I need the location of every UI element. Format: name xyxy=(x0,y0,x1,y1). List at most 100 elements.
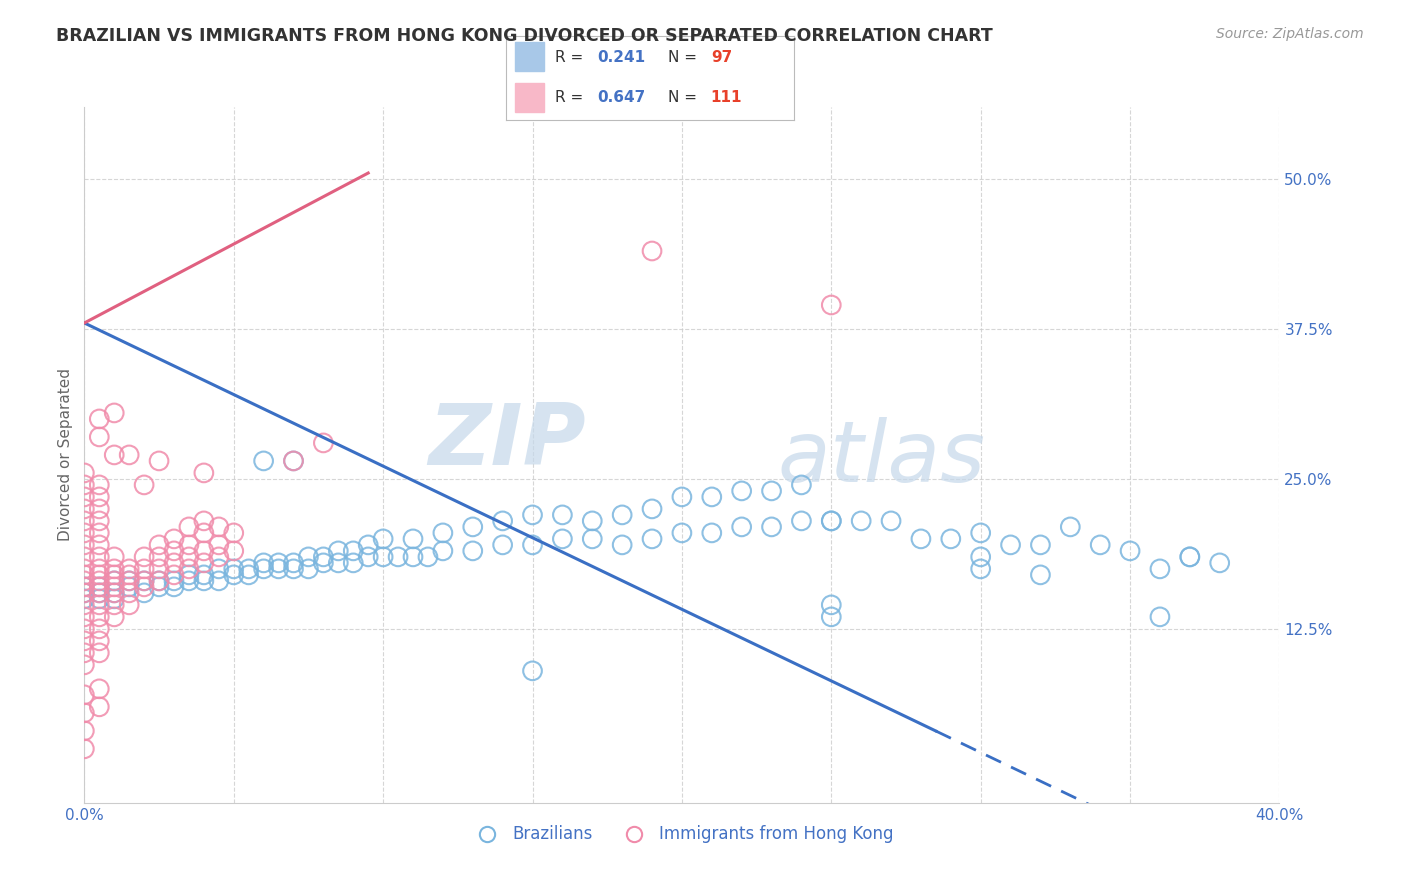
Point xyxy=(132,549,156,564)
Point xyxy=(73,514,96,528)
Point xyxy=(283,454,305,468)
Point xyxy=(148,562,170,576)
Point xyxy=(238,567,260,582)
Point xyxy=(89,430,111,444)
Point xyxy=(1090,538,1112,552)
Point xyxy=(89,591,111,606)
Point xyxy=(700,490,723,504)
Point xyxy=(132,562,156,576)
Point xyxy=(1059,520,1081,534)
Point xyxy=(148,580,170,594)
Point xyxy=(89,646,111,660)
Point xyxy=(581,514,603,528)
Point xyxy=(73,567,96,582)
Point xyxy=(89,412,111,426)
Point xyxy=(103,580,125,594)
Point xyxy=(193,514,215,528)
Point xyxy=(118,567,141,582)
Point xyxy=(148,549,170,564)
Point xyxy=(1178,549,1201,564)
Point xyxy=(1149,562,1171,576)
Point xyxy=(522,508,544,522)
Point xyxy=(253,556,276,570)
Point xyxy=(671,525,693,540)
Point xyxy=(73,598,96,612)
Point xyxy=(461,544,484,558)
Text: 0.647: 0.647 xyxy=(598,90,645,105)
Point xyxy=(89,580,111,594)
Point xyxy=(89,622,111,636)
Point xyxy=(73,502,96,516)
Point xyxy=(73,549,96,564)
Point xyxy=(253,454,276,468)
Point xyxy=(432,525,454,540)
Point xyxy=(283,562,305,576)
Point xyxy=(357,538,380,552)
Point xyxy=(148,574,170,588)
Text: BRAZILIAN VS IMMIGRANTS FROM HONG KONG DIVORCED OR SEPARATED CORRELATION CHART: BRAZILIAN VS IMMIGRANTS FROM HONG KONG D… xyxy=(56,27,993,45)
Point xyxy=(1000,538,1022,552)
Point xyxy=(89,562,111,576)
Text: Source: ZipAtlas.com: Source: ZipAtlas.com xyxy=(1216,27,1364,41)
Point xyxy=(312,549,335,564)
Point xyxy=(492,514,515,528)
Text: 97: 97 xyxy=(711,50,733,65)
Point xyxy=(118,586,141,600)
Point xyxy=(970,562,993,576)
Point xyxy=(89,681,111,696)
Point xyxy=(641,502,664,516)
Point xyxy=(73,525,96,540)
Point xyxy=(177,567,200,582)
Point xyxy=(73,622,96,636)
Point xyxy=(970,525,993,540)
Point xyxy=(253,562,276,576)
Point xyxy=(222,562,245,576)
Y-axis label: Divorced or Separated: Divorced or Separated xyxy=(58,368,73,541)
Point xyxy=(880,514,903,528)
Point xyxy=(208,562,231,576)
Point xyxy=(89,549,111,564)
Point xyxy=(73,610,96,624)
Text: atlas: atlas xyxy=(778,417,986,500)
Text: 0.241: 0.241 xyxy=(598,50,645,65)
Point xyxy=(73,574,96,588)
Point xyxy=(73,706,96,720)
Point xyxy=(193,567,215,582)
Point xyxy=(342,556,364,570)
Point xyxy=(89,567,111,582)
Point xyxy=(73,562,96,576)
Point xyxy=(820,598,842,612)
Point xyxy=(103,448,125,462)
Point xyxy=(387,549,409,564)
Point xyxy=(118,448,141,462)
Point xyxy=(1209,556,1232,570)
Point xyxy=(103,598,125,612)
Point xyxy=(193,574,215,588)
Point xyxy=(193,525,215,540)
Point xyxy=(761,483,783,498)
Point xyxy=(89,478,111,492)
Point xyxy=(118,580,141,594)
Point xyxy=(731,520,754,534)
Point xyxy=(103,562,125,576)
Point xyxy=(851,514,873,528)
Point xyxy=(103,567,125,582)
Point xyxy=(163,556,186,570)
Point xyxy=(103,574,125,588)
Point xyxy=(1119,544,1142,558)
Point xyxy=(641,244,664,258)
Point xyxy=(416,549,439,564)
Point xyxy=(73,633,96,648)
Point xyxy=(89,699,111,714)
Point xyxy=(357,549,380,564)
Point xyxy=(132,574,156,588)
Point xyxy=(103,574,125,588)
Point xyxy=(432,544,454,558)
Text: ZIP: ZIP xyxy=(429,400,586,483)
Point xyxy=(283,556,305,570)
Point xyxy=(89,525,111,540)
Point xyxy=(671,490,693,504)
Point xyxy=(73,723,96,738)
Point xyxy=(73,586,96,600)
Point xyxy=(163,567,186,582)
